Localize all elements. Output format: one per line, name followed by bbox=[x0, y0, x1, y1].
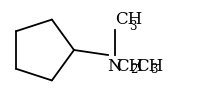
Text: 3: 3 bbox=[150, 63, 158, 76]
Text: N: N bbox=[107, 58, 122, 75]
Text: CH: CH bbox=[136, 58, 163, 75]
Text: CH: CH bbox=[115, 11, 142, 28]
Text: CH: CH bbox=[116, 58, 143, 75]
Text: 2: 2 bbox=[130, 63, 137, 76]
Text: 3: 3 bbox=[129, 20, 137, 33]
